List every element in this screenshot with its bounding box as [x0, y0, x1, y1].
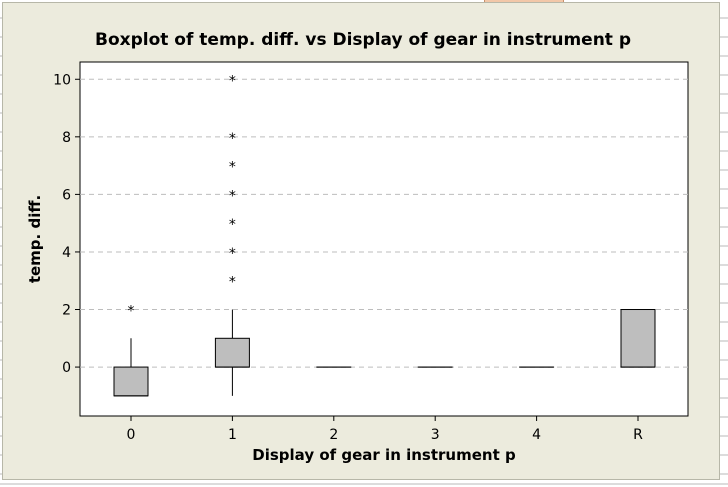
x-tick-label: 2: [329, 427, 338, 443]
outlier-point: *: [228, 275, 236, 291]
box: [214, 337, 250, 368]
x-tick-label: 4: [532, 427, 541, 443]
outlier-point: *: [228, 217, 236, 233]
x-tick-label: 3: [431, 427, 440, 443]
chart-title: Boxplot of temp. diff. vs Display of gea…: [95, 30, 631, 50]
box: [113, 366, 149, 397]
box-group: * * * * * * *: [214, 73, 250, 396]
boxes: * * * * * * * *: [113, 73, 656, 397]
box-group: *: [113, 304, 149, 397]
y-tick-label: 6: [62, 187, 71, 203]
y-axis-ticks: 0 2 4 6 8 10: [53, 72, 80, 376]
box: [620, 309, 656, 368]
x-axis-label: Display of gear in instrument p: [252, 446, 516, 464]
y-tick-label: 0: [62, 360, 71, 376]
y-tick-label: 2: [62, 303, 71, 319]
outlier-point: *: [127, 304, 135, 320]
outlier-point: *: [228, 131, 236, 147]
outlier-point: *: [228, 246, 236, 262]
box-group: [620, 309, 656, 368]
y-axis-label: temp. diff.: [26, 195, 44, 283]
y-tick-label: 10: [53, 72, 71, 88]
outlier-point: *: [228, 160, 236, 176]
x-axis-ticks: 0 1 2 3 4 R: [127, 416, 643, 443]
gridlines: [80, 78, 688, 368]
x-tick-label: R: [633, 427, 643, 443]
y-tick-label: 8: [62, 130, 71, 146]
x-tick-label: 0: [127, 427, 136, 443]
x-tick-label: 1: [228, 427, 237, 443]
plot-area: [79, 61, 689, 417]
outlier-point: *: [228, 188, 236, 204]
outlier-point: *: [228, 73, 236, 89]
y-tick-label: 4: [62, 245, 71, 261]
